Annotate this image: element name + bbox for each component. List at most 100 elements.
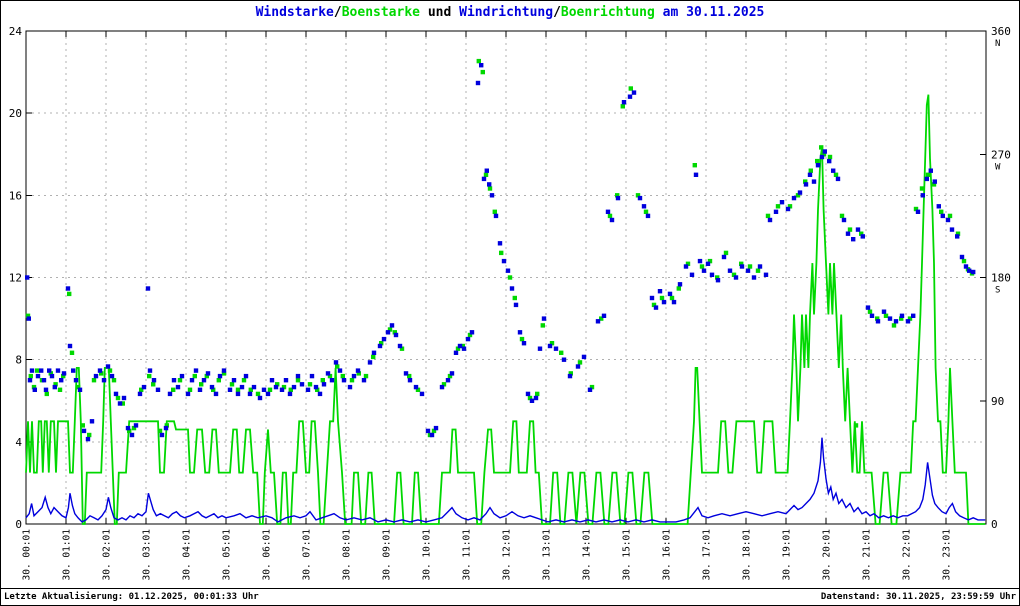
boenrichtung-point [480,69,485,75]
windrichtung-point [439,384,445,390]
boenrichtung-point [255,391,261,397]
boenrichtung-point [157,428,163,434]
boenrichtung-point [883,313,889,318]
windrichtung-point [649,295,655,301]
windrichtung-point [936,204,941,209]
boenrichtung-point [28,373,33,379]
boenrichtung-point [248,387,253,392]
boenrichtung-point [795,193,801,198]
boenrichtung-point [151,382,156,387]
boenrichtung-point [399,346,405,351]
windrichtung-point [893,319,899,324]
boenrichtung-point [229,382,235,387]
x-tick-label: 30. 21:01 [862,529,873,581]
boenrichtung-point [913,206,919,212]
boenrichtung-point [787,204,793,209]
y-left-tick-label: 8 [15,354,22,367]
boenrichtung-point [540,323,545,328]
boenrichtung-point [192,373,197,379]
windrichtung-point [49,373,55,379]
windrichtung-point [41,378,47,383]
boenrichtung-point [379,341,384,346]
windrichtung-point [145,286,151,291]
boenrichtung-point [715,275,720,280]
windrichtung-point [697,258,703,264]
windrichtung-point [385,330,391,335]
windrichtung-point [347,384,353,390]
windrichtung-point [955,234,960,239]
title-und: und [420,5,460,20]
windrichtung-point [924,176,929,182]
boenrichtung-point [75,384,81,390]
windrichtung-point [547,343,553,349]
title-boenrichtung: Boenrichtung [560,5,655,20]
boenrichtung-point [499,250,504,256]
windrichtung-point [351,373,357,379]
windrichtung-point [137,391,143,397]
windrichtung-point [167,391,173,397]
x-tick-label: 30. 14:01 [582,529,593,581]
windrichtung-point [321,382,327,387]
windrichtung-point [845,231,851,236]
windrichtung-point [189,378,195,383]
windrichtung-point [52,384,57,390]
windrichtung-point [201,378,207,383]
boenrichtung-point [387,327,393,332]
boenrichtung-point [221,371,227,376]
windrichtung-point [32,387,37,392]
windrichtung-point [35,373,41,379]
windrichtung-point [47,368,52,373]
y-left-tick-label: 4 [15,436,22,449]
windrichtung-point [739,264,745,269]
windrichtung-point [811,179,817,184]
windrichtung-point [231,378,237,383]
windrichtung-point [537,346,543,351]
boenrichtung-point [415,387,421,392]
boenrichtung-point [853,423,859,428]
windrichtung-point [299,382,305,387]
windrichtung-point [709,272,715,277]
boenrichtung-point [275,382,280,387]
boenrichtung-point [867,309,873,314]
windrichtung-point [235,391,241,397]
windrichtung-point [605,209,611,214]
windrichtung-point [333,360,339,365]
boenrichtung-point [467,332,473,338]
windrichtung-point [101,378,107,383]
windrichtung-point [667,291,673,297]
boenrichtung-point [320,378,325,383]
windrichtung-point [831,168,836,173]
windrichtung-point [493,213,499,219]
windrichtung-point [141,384,147,390]
windrichtung-point [317,391,323,397]
windrichtung-point [155,387,161,392]
windrichtung-point [185,391,191,397]
windrichtung-point [449,371,455,376]
boenrichtung-point [204,373,209,379]
windrichtung-point [595,319,601,324]
boenrichtung-point [907,316,913,321]
boenrichtung-point [120,401,125,406]
windrichtung-point [61,371,67,376]
boenrichtung-point [455,346,461,351]
windrichtung-point [949,227,955,232]
windrichtung-point [397,343,403,349]
windrichtung-point [407,378,413,383]
windrichtung-point [221,368,227,373]
compass-letter: N [995,39,1000,49]
windrichtung-point [513,302,519,308]
windrichtung-point [567,373,573,379]
windrichtung-point [159,432,165,438]
boenrichtung-point [765,213,771,219]
boenrichtung-point [635,193,641,198]
x-tick-label: 30. 10:01 [422,529,433,581]
boenrichtung-point [821,152,827,157]
x-tick-label: 30. 07:01 [302,529,313,581]
windrichtung-point [67,343,73,349]
windrichtung-point [940,213,945,219]
windrichtung-point [97,368,103,373]
boenrichtung-point [707,258,713,264]
boenrichtung-point [577,360,583,365]
boenrichtung-point [512,295,517,301]
windrichtung-point [575,364,581,369]
